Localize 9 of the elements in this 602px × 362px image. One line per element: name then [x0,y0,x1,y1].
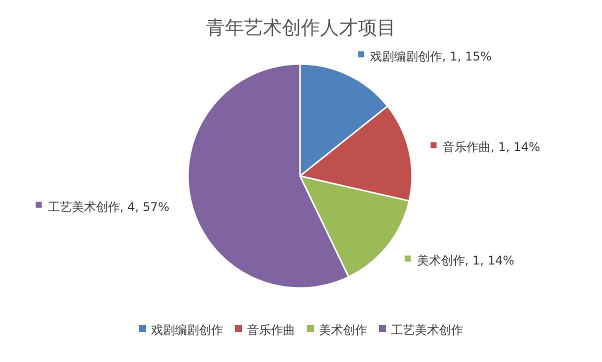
legend-label: 美术创作 [319,323,367,337]
data-label: 音乐作曲, 1, 14% [442,140,540,154]
data-label: 美术创作, 1, 14% [416,254,514,268]
chart-title: 青年艺术创作人才项目 [206,17,396,39]
data-label: 戏剧编剧创作, 1, 15% [370,49,492,64]
data-label: 工艺美术创作, 4, 57% [48,200,170,214]
legend-label: 戏剧编剧创作 [151,323,223,337]
legend-label: 音乐作曲 [247,323,295,337]
legend-label: 工艺美术创作 [391,323,463,337]
